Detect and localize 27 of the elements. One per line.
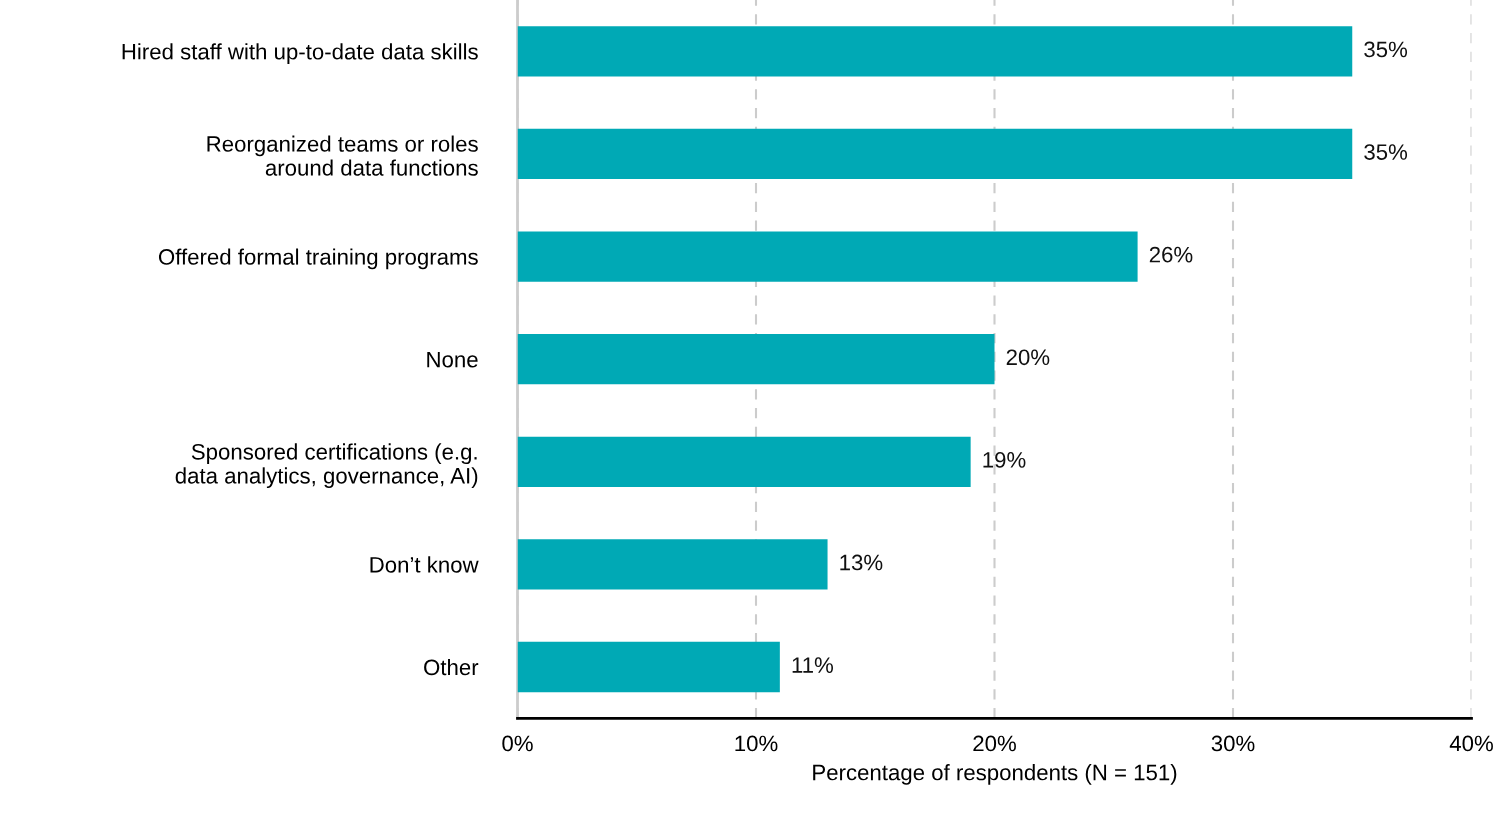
bar [517,231,1138,282]
x-axis-title: Percentage of respondents (N = 151) [813,764,1177,785]
y-tick-label: Hired staff with up-to-date data skills [122,43,478,64]
x-tick-label: 40% [1449,735,1493,752]
data-label: 26% [1149,246,1193,263]
bar [517,641,780,693]
data-label: 11% [792,657,834,673]
x-tick-label: 10% [735,735,778,752]
bar [517,539,828,590]
data-label: 19% [983,452,1026,468]
data-label: 35% [1364,41,1408,58]
bar [517,436,971,487]
data-label: 35% [1364,144,1408,160]
bar [517,334,995,385]
x-tick-label: 0% [502,735,533,752]
y-tick-label: Don’t know [370,556,479,573]
y-tick-label: Sponsored certifications (e.g. data analytics, governance, AI) [175,443,478,489]
y-tick-label: Other [424,658,479,676]
bar [517,128,1353,180]
y-tick-label: Offered formal training programs [158,248,478,270]
x-tick-label: 20% [973,735,1016,752]
data-label: 13% [840,554,883,571]
y-tick-label: None [427,351,478,368]
y-tick-label: Reorganized teams or roles around data functions [207,135,478,176]
bar [517,26,1353,77]
data-label: 20% [1006,349,1050,366]
x-tick-label: 30% [1211,735,1255,752]
